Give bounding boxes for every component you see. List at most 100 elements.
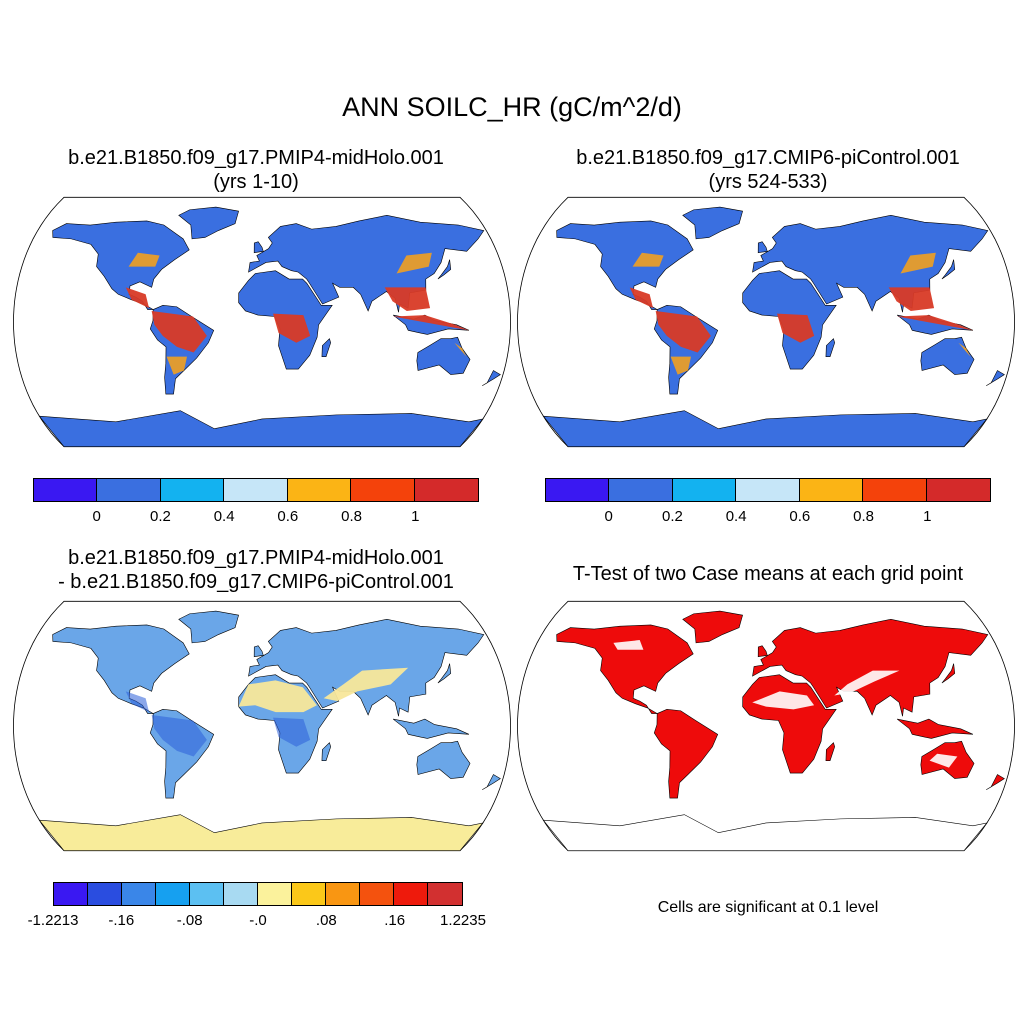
colorbar-swatch bbox=[325, 883, 360, 905]
colorbar-tick-label: 0.8 bbox=[853, 508, 874, 525]
land-australia bbox=[920, 336, 975, 375]
colorbar-swatch bbox=[427, 883, 462, 905]
land-nz bbox=[986, 774, 1005, 791]
land-japan bbox=[941, 663, 956, 684]
colorbar-swatch bbox=[393, 883, 428, 905]
near-zero-region bbox=[323, 667, 409, 702]
colorbar-swatch bbox=[223, 883, 258, 905]
colorbar-tick-label: 1 bbox=[411, 508, 420, 525]
land-greenland bbox=[178, 206, 239, 240]
panel3-title-line1: b.e21.B1850.f09_g17.PMIP4-midHolo.001 bbox=[68, 547, 444, 569]
land-uk bbox=[757, 645, 768, 658]
land-northAmerica bbox=[556, 624, 694, 714]
colorbar-tick-label: -.0 bbox=[249, 912, 267, 929]
colorbar-swatch bbox=[155, 883, 190, 905]
land-greenland bbox=[178, 610, 239, 644]
high-value-region bbox=[629, 287, 654, 309]
high-value-region bbox=[151, 310, 207, 353]
land-australia bbox=[416, 740, 471, 779]
colorbar-tick-label: 0.8 bbox=[341, 508, 362, 525]
colorbar-tick-label: 0.6 bbox=[277, 508, 299, 525]
ttest-significance-note: Cells are significant at 0.1 level bbox=[657, 899, 879, 916]
panel2-title-line2: (yrs 524-533) bbox=[708, 171, 828, 193]
insignificant-region bbox=[929, 753, 958, 768]
insignificant-region bbox=[834, 670, 900, 696]
colorbar-midholo bbox=[33, 478, 479, 502]
high-value-region bbox=[125, 287, 150, 309]
land-eurasia bbox=[248, 618, 485, 717]
main-title: ANN SOILC_HR (gC/m^2/d) bbox=[342, 92, 682, 122]
colorbar-swatch bbox=[736, 479, 800, 501]
colorbar-swatch bbox=[121, 883, 156, 905]
high-value-region bbox=[655, 310, 711, 353]
land-japan bbox=[941, 259, 956, 280]
colorbar-swatch bbox=[189, 883, 224, 905]
mid-value-region bbox=[128, 252, 160, 267]
colorbar-swatch bbox=[224, 479, 288, 501]
land-nz bbox=[482, 774, 501, 791]
panel2-title-line1: b.e21.B1850.f09_g17.CMIP6-piControl.001 bbox=[576, 147, 960, 169]
land-indonesia bbox=[896, 718, 974, 739]
land-madagascar bbox=[321, 742, 331, 761]
land-nz bbox=[482, 370, 501, 387]
colorbar-swatch bbox=[351, 479, 415, 501]
land-southAmerica bbox=[653, 709, 719, 799]
colorbar-swatch bbox=[926, 479, 990, 501]
colorbar-tick-label: -.08 bbox=[176, 912, 203, 929]
colorbar-swatch bbox=[291, 883, 326, 905]
colorbar-tick-label: .16 bbox=[384, 912, 406, 929]
map-panel-picontrol bbox=[517, 196, 1015, 448]
land-antarctica bbox=[542, 410, 988, 447]
colorbar-swatch bbox=[359, 883, 394, 905]
colorbar-swatch bbox=[54, 883, 88, 905]
insignificant-region bbox=[613, 640, 644, 650]
land-japan bbox=[437, 663, 452, 684]
map-panel-midholo bbox=[13, 196, 511, 448]
land-indonesia bbox=[392, 718, 470, 739]
colorbar-tick-label: 0.4 bbox=[213, 508, 235, 525]
near-zero-region bbox=[238, 680, 317, 713]
negative-difference-region bbox=[125, 691, 150, 713]
colorbar-swatch bbox=[863, 479, 927, 501]
panel1-title-line1: b.e21.B1850.f09_g17.PMIP4-midHolo.001 bbox=[68, 147, 444, 169]
land-madagascar bbox=[825, 338, 835, 357]
colorbar-swatch bbox=[87, 883, 122, 905]
colorbar-swatch bbox=[546, 479, 610, 501]
land-uk bbox=[757, 241, 768, 254]
mid-value-region bbox=[632, 252, 664, 267]
land-uk bbox=[253, 645, 264, 658]
high-value-region bbox=[777, 313, 815, 343]
colorbar-swatch bbox=[799, 479, 864, 501]
panel1-title: b.e21.B1850.f09_g17.PMIP4-midHolo.001 (y… bbox=[16, 146, 496, 194]
colorbar-picontrol bbox=[545, 478, 991, 502]
negative-difference-region bbox=[273, 717, 311, 747]
colorbar-tick-label: 0.6 bbox=[789, 508, 811, 525]
colorbar-tick-label: 1.2235 bbox=[440, 912, 486, 929]
high-value-region bbox=[897, 315, 973, 331]
land-antarctica bbox=[542, 814, 988, 851]
panel4-title: T-Test of two Case means at each grid po… bbox=[528, 562, 1008, 586]
colorbar-tick-label: 0 bbox=[92, 508, 101, 525]
map-panel-ttest bbox=[517, 600, 1015, 852]
mid-value-region bbox=[396, 252, 432, 274]
negative-difference-region bbox=[151, 714, 207, 757]
colorbar-swatch bbox=[257, 883, 292, 905]
map-panel-difference bbox=[13, 600, 511, 852]
mid-value-region bbox=[900, 252, 936, 274]
land-eurasia bbox=[752, 618, 989, 717]
land-madagascar bbox=[825, 742, 835, 761]
colorbar-tick-label: 0.4 bbox=[725, 508, 747, 525]
colorbar-swatch bbox=[34, 479, 98, 501]
panel3-title-line2: - b.e21.B1850.f09_g17.CMIP6-piControl.00… bbox=[58, 571, 454, 593]
insignificant-region bbox=[752, 691, 815, 710]
high-value-region bbox=[273, 313, 311, 343]
land-uk bbox=[253, 241, 264, 254]
mid-value-region bbox=[166, 356, 188, 375]
colorbar-tick-label: -.16 bbox=[108, 912, 135, 929]
high-value-region bbox=[393, 315, 469, 331]
panel4-title-line1: T-Test of two Case means at each grid po… bbox=[572, 563, 964, 585]
land-antarctica bbox=[38, 410, 484, 447]
colorbar-difference bbox=[53, 882, 463, 906]
panel1-title-line2: (yrs 1-10) bbox=[213, 171, 299, 193]
colorbar-swatch bbox=[97, 479, 161, 501]
